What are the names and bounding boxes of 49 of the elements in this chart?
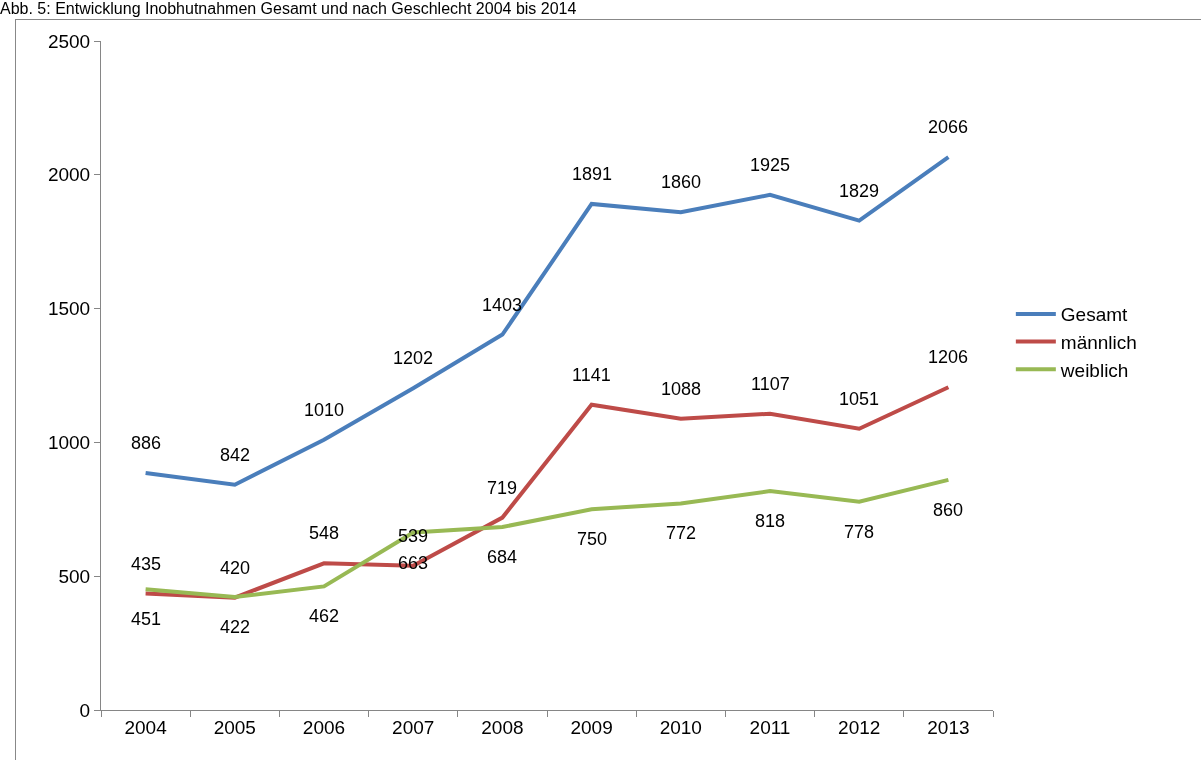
- data-label: 1088: [661, 379, 702, 399]
- data-label: 719: [487, 478, 518, 498]
- data-label: 435: [131, 554, 162, 574]
- data-label: 1141: [572, 365, 611, 385]
- x-tick-label: 2005: [213, 716, 256, 738]
- y-tick-label: 2000: [47, 164, 91, 186]
- x-tick-label: 2010: [659, 716, 702, 738]
- data-label: 548: [309, 523, 340, 543]
- data-label: 1107: [751, 374, 790, 394]
- chart-title: Abb. 5: Entwicklung Inobhutnahmen Gesamt und nach Geschlecht 2004 bis 2014: [0, 0, 577, 18]
- data-label: 1206: [928, 347, 969, 367]
- data-label: 420: [220, 558, 251, 578]
- data-label: 1891: [572, 164, 613, 184]
- data-label: 1202: [393, 348, 434, 368]
- data-label: 842: [220, 445, 251, 465]
- y-tick-label: 2500: [47, 30, 91, 52]
- data-label: 778: [844, 522, 875, 542]
- x-tick-label: 2012: [838, 716, 881, 738]
- data-label: 684: [487, 547, 518, 567]
- y-tick-label: 500: [58, 565, 91, 587]
- x-tick-label: 2009: [570, 716, 613, 738]
- legend-label: weiblich: [1059, 359, 1129, 381]
- data-label: 1860: [661, 172, 702, 192]
- data-label: 1051: [839, 389, 880, 409]
- data-label: 1010: [304, 400, 345, 420]
- y-tick-label: 1500: [47, 298, 91, 320]
- data-label: 1403: [482, 295, 523, 315]
- data-label: 422: [220, 617, 251, 637]
- legend-label: Gesamt: [1060, 304, 1129, 326]
- x-tick-label: 2004: [124, 716, 168, 738]
- data-label: 1925: [750, 155, 791, 175]
- data-label: 451: [131, 609, 162, 629]
- x-tick-label: 2011: [749, 716, 791, 738]
- x-tick-label: 2008: [481, 716, 524, 738]
- data-label: 886: [131, 433, 162, 453]
- data-label: 860: [933, 500, 964, 520]
- data-label: 1829: [839, 181, 880, 201]
- y-tick-label: 0: [79, 699, 91, 721]
- x-tick-label: 2007: [392, 716, 435, 738]
- data-label: 750: [577, 529, 608, 549]
- y-tick-label: 1000: [47, 432, 91, 454]
- x-tick-label: 2006: [302, 716, 346, 738]
- data-label: 663: [398, 553, 429, 573]
- data-label: 772: [666, 523, 697, 543]
- data-label: 2066: [928, 117, 969, 137]
- data-label: 462: [309, 606, 340, 626]
- data-label: 818: [755, 511, 786, 531]
- legend-label: männlich: [1060, 332, 1137, 354]
- x-tick-label: 2013: [927, 716, 970, 738]
